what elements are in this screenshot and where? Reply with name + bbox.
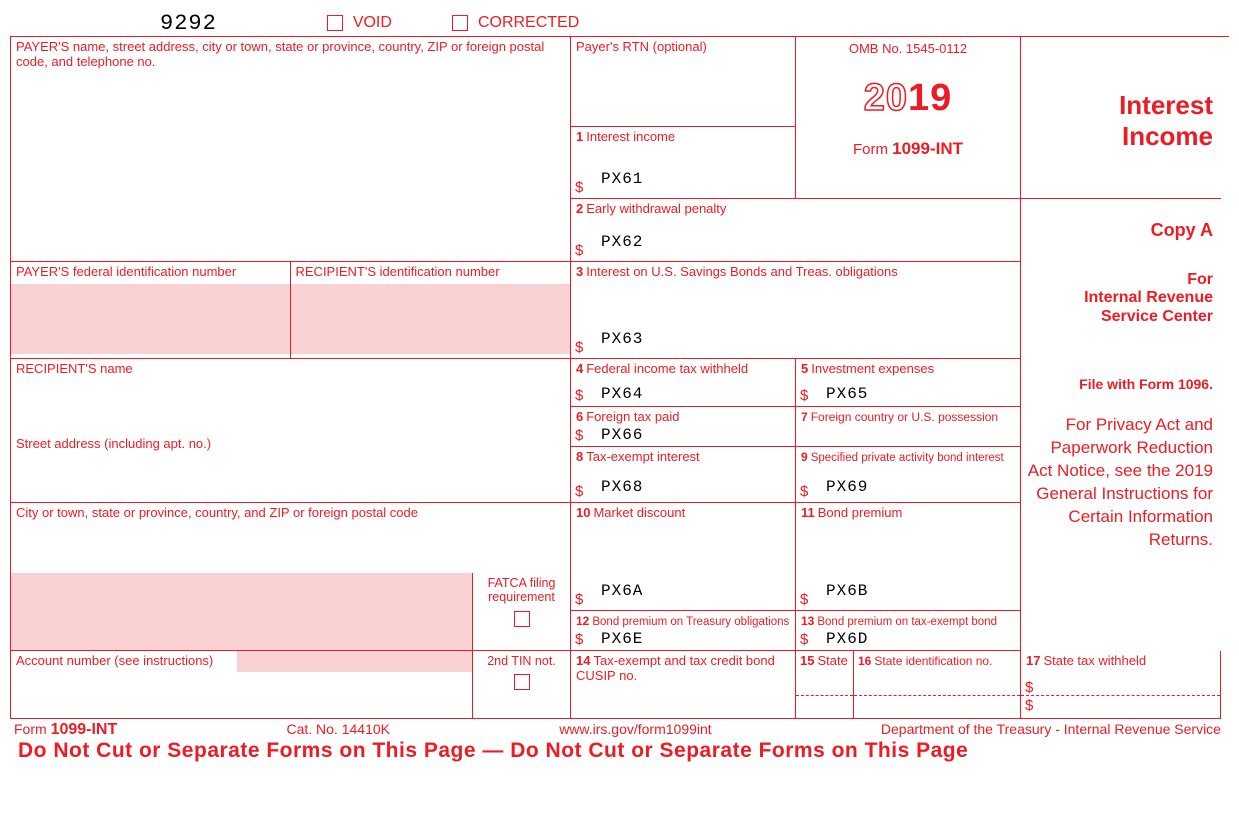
box-8[interactable]: 8Tax-exempt interest $ PX68 xyxy=(571,447,796,503)
footer-meta: Form 1099-INT Cat. No. 14410K www.irs.go… xyxy=(10,719,1229,739)
void-checkbox[interactable] xyxy=(327,15,343,31)
form-designation: Form 1099-INT xyxy=(801,139,1015,159)
box-16[interactable]: 16State identification no. xyxy=(854,651,1020,718)
box-4-value: PX64 xyxy=(601,385,643,403)
box-2[interactable]: 2Early withdrawal penalty $ PX62 xyxy=(571,199,1021,262)
box-11-value: PX6B xyxy=(826,582,868,600)
box-17[interactable]: 17State tax withheld $ $ xyxy=(1021,651,1221,719)
box-5-value: PX65 xyxy=(826,385,868,403)
void-label: VOID xyxy=(353,14,392,32)
box-12-value: PX6E xyxy=(601,630,643,648)
box-8-value: PX68 xyxy=(601,478,643,496)
footer-dept: Department of the Treasury - Internal Re… xyxy=(881,721,1221,739)
box-9[interactable]: 9Specified private activity bond interes… xyxy=(796,447,1021,503)
top-row: 9292 VOID CORRECTED xyxy=(10,10,1229,36)
box-7[interactable]: 7Foreign country or U.S. possession xyxy=(796,407,1021,447)
box-13[interactable]: 13Bond premium on tax-exempt bond $ PX6D xyxy=(796,611,1021,651)
rtn-label: Payer's RTN (optional) xyxy=(576,39,707,54)
omb-year-box: OMB No. 1545-0112 2019 Form 1099-INT xyxy=(796,37,1021,199)
title-line1: Interest xyxy=(1026,90,1213,121)
payer-info-label: PAYER'S name, street address, city or to… xyxy=(16,39,544,69)
fatca-row: FATCA filing requirement xyxy=(11,573,571,651)
box-9-value: PX69 xyxy=(826,478,868,496)
fatca-checkbox[interactable] xyxy=(514,611,530,627)
title-line2: Income xyxy=(1026,121,1213,152)
notice-box: For Privacy Act and Paperwork Reduction … xyxy=(1021,407,1221,651)
footer-url: www.irs.gov/form1099int xyxy=(559,721,712,739)
copy-a-label: Copy A xyxy=(1026,220,1213,241)
account-row: Account number (see instructions) 2nd TI… xyxy=(11,651,571,719)
tax-year: 2019 xyxy=(801,77,1015,121)
corrected-checkbox-wrap: CORRECTED xyxy=(452,14,579,32)
omb-number: OMB No. 1545-0112 xyxy=(801,42,1015,57)
box-10-value: PX6A xyxy=(601,582,643,600)
recipient-id-shaded xyxy=(291,284,571,354)
for-irs-box: For Internal Revenue Service Center xyxy=(1021,262,1221,359)
year-prefix: 20 xyxy=(864,77,908,119)
footer-cat: Cat. No. 14410K xyxy=(286,721,390,739)
tin-checkbox[interactable] xyxy=(514,674,530,690)
payer-fin-box[interactable]: PAYER'S federal identification number xyxy=(11,262,291,358)
footer-form: Form 1099-INT xyxy=(14,721,117,739)
box-6-value: PX66 xyxy=(601,426,643,444)
account-number-box[interactable]: Account number (see instructions) xyxy=(11,651,472,718)
footer-warning: Do Not Cut or Separate Forms on This Pag… xyxy=(10,739,1229,763)
box-4[interactable]: 4Federal income tax withheld $ PX64 xyxy=(571,359,796,407)
box-14[interactable]: 14Tax-exempt and tax credit bond CUSIP n… xyxy=(571,651,796,719)
box-11[interactable]: 11Bond premium $ PX6B xyxy=(796,503,1021,611)
box-2-value: PX62 xyxy=(601,233,643,251)
city-box[interactable]: City or town, state or province, country… xyxy=(11,503,571,573)
payer-fin-shaded xyxy=(11,284,290,354)
form-code: 9292 xyxy=(160,11,217,36)
box-3[interactable]: 3Interest on U.S. Savings Bonds and Trea… xyxy=(571,262,1021,359)
recipient-id-box[interactable]: RECIPIENT'S identification number xyxy=(291,262,571,358)
tin-box: 2nd TIN not. xyxy=(472,651,570,718)
street-address-box[interactable]: Street address (including apt. no.) xyxy=(11,407,571,503)
box-5[interactable]: 5Investment expenses $ PX65 xyxy=(796,359,1021,407)
box-15-16: 15State 16State identification no. xyxy=(796,651,1021,719)
void-checkbox-wrap: VOID xyxy=(327,14,392,32)
copy-a-box: Copy A xyxy=(1021,199,1221,262)
box-1-value: PX61 xyxy=(601,170,643,188)
id-numbers-row: PAYER'S federal identification number RE… xyxy=(11,262,571,359)
box-12[interactable]: 12Bond premium on Treasury obligations $… xyxy=(571,611,796,651)
form-title-box: Interest Income xyxy=(1021,37,1221,199)
payer-info-box[interactable]: PAYER'S name, street address, city or to… xyxy=(11,37,571,262)
box-1[interactable]: 1Interest income $ PX61 xyxy=(571,127,796,199)
box-6[interactable]: 6Foreign tax paid $ PX66 xyxy=(571,407,796,447)
box-15[interactable]: 15State xyxy=(796,651,854,718)
file-with-box: File with Form 1096. xyxy=(1021,359,1221,407)
box-rtn[interactable]: Payer's RTN (optional) xyxy=(571,37,796,127)
fatca-box: FATCA filing requirement xyxy=(472,573,570,650)
box-3-value: PX63 xyxy=(601,330,643,348)
recipient-name-box[interactable]: RECIPIENT'S name xyxy=(11,359,571,407)
corrected-label: CORRECTED xyxy=(478,14,579,32)
box-10[interactable]: 10Market discount $ PX6A xyxy=(571,503,796,611)
year-suffix: 19 xyxy=(908,77,952,119)
shaded-block xyxy=(11,573,472,650)
form-1099-int: 9292 VOID CORRECTED PAYER'S name, street… xyxy=(10,10,1229,763)
box-13-value: PX6D xyxy=(826,630,868,648)
form-grid: PAYER'S name, street address, city or to… xyxy=(10,36,1229,719)
corrected-checkbox[interactable] xyxy=(452,15,468,31)
